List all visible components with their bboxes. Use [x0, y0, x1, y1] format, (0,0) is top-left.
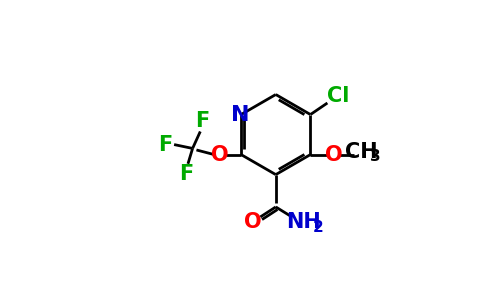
Text: NH: NH: [286, 212, 321, 232]
Text: F: F: [158, 135, 172, 155]
Text: O: O: [211, 145, 228, 165]
Text: O: O: [325, 145, 342, 165]
Text: 3: 3: [370, 149, 380, 164]
Text: 2: 2: [313, 220, 323, 235]
Text: F: F: [179, 164, 194, 184]
Text: CH: CH: [345, 142, 378, 162]
Text: O: O: [244, 212, 261, 232]
Text: N: N: [231, 104, 250, 124]
Text: Cl: Cl: [327, 86, 349, 106]
Text: F: F: [195, 112, 209, 131]
